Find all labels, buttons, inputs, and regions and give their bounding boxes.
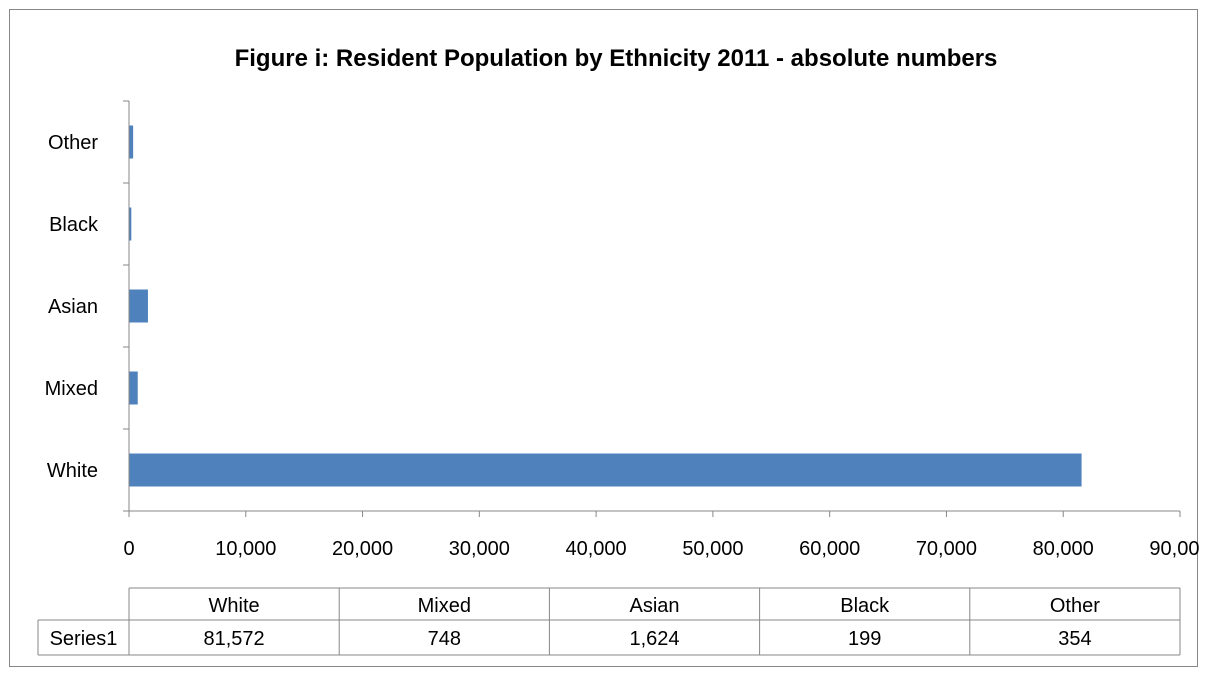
- x-tick-label: 0: [123, 538, 134, 560]
- x-tick-label: 60,000: [799, 538, 860, 560]
- y-tick-label-black: Black: [49, 214, 99, 236]
- axes-layer: White Mixed Asian Black Other 0 10,000 20,000 30…: [45, 100, 1199, 560]
- x-tick-label: 50,000: [682, 538, 743, 560]
- x-tick-label: 90,000: [1149, 538, 1199, 560]
- table-header-cell: White: [209, 595, 260, 617]
- table-cell: 81,572: [204, 628, 265, 650]
- table-row-label: Series1: [50, 628, 118, 650]
- x-tick-label: 40,000: [566, 538, 627, 560]
- x-tick-label: 20,000: [332, 538, 393, 560]
- table-header-cell: Mixed: [418, 595, 471, 617]
- data-table: White Mixed Asian Black Other Series1 81,572 74…: [37, 587, 1181, 656]
- table-cell: 354: [1058, 628, 1091, 650]
- bar-black: [129, 207, 132, 241]
- table-cell: 199: [848, 628, 881, 650]
- chart-svg: Figure i: Resident Population by Ethnici…: [37, 45, 1199, 656]
- table-cell: 1,624: [629, 628, 679, 650]
- bar-asian: [129, 289, 148, 323]
- chart-title: Figure i: Resident Population by Ethnici…: [235, 45, 998, 72]
- y-tick-label-asian: Asian: [48, 296, 98, 318]
- y-tick-label-white: White: [47, 460, 98, 482]
- bar-mixed: [129, 371, 138, 405]
- bars-layer: [129, 125, 1082, 487]
- table-header-cell: Other: [1050, 595, 1100, 617]
- y-tick-label-mixed: Mixed: [45, 378, 98, 400]
- chart-frame: Figure i: Resident Population by Ethnici…: [9, 9, 1199, 667]
- x-tick-label: 80,000: [1033, 538, 1094, 560]
- x-tick-label: 30,000: [449, 538, 510, 560]
- y-tick-label-other: Other: [48, 132, 98, 154]
- table-header-cell: Black: [840, 595, 890, 617]
- x-tick-label: 10,000: [215, 538, 276, 560]
- table-cell: 748: [428, 628, 461, 650]
- bar-other: [129, 125, 134, 159]
- x-tick-label: 70,000: [916, 538, 977, 560]
- bar-white: [129, 453, 1082, 487]
- table-header-cell: Asian: [629, 595, 679, 617]
